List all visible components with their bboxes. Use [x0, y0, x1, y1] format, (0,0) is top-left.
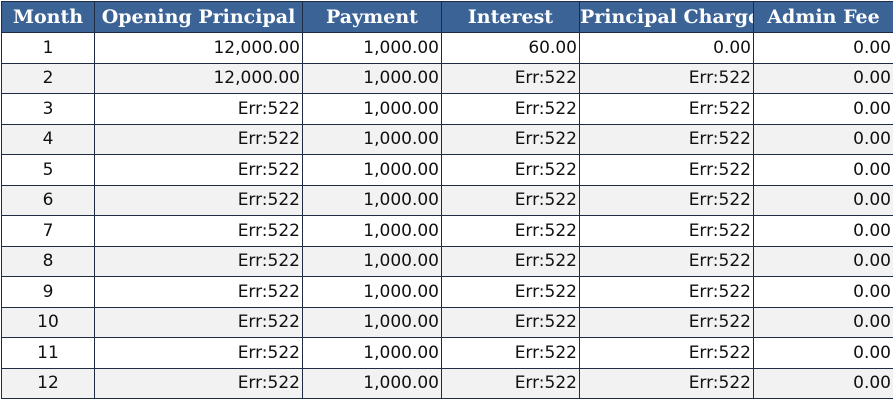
admin-fee-cell[interactable]: 0.00 — [754, 338, 893, 369]
payment-cell[interactable]: 1,000.00 — [303, 94, 442, 125]
payment-cell[interactable]: 1,000.00 — [303, 63, 442, 94]
payment-cell[interactable]: 1,000.00 — [303, 307, 442, 338]
principal-charge-cell[interactable]: Err:522 — [580, 63, 754, 94]
opening-principal-cell[interactable]: Err:522 — [95, 124, 303, 155]
month-cell[interactable]: 9 — [2, 277, 95, 308]
admin-fee-cell[interactable]: 0.00 — [754, 368, 893, 399]
opening-principal-cell[interactable]: 12,000.00 — [95, 33, 303, 64]
interest-cell[interactable]: Err:522 — [442, 307, 580, 338]
admin-fee-cell[interactable]: 0.00 — [754, 277, 893, 308]
month-cell[interactable]: 12 — [2, 368, 95, 399]
interest-cell[interactable]: Err:522 — [442, 338, 580, 369]
month-cell[interactable]: 1 — [2, 33, 95, 64]
principal-charge-cell[interactable]: Err:522 — [580, 277, 754, 308]
admin-fee-cell[interactable]: 0.00 — [754, 185, 893, 216]
header-payment[interactable]: Payment — [303, 2, 442, 33]
header-principal-charge[interactable]: Principal Charge — [580, 2, 754, 33]
opening-principal-cell[interactable]: Err:522 — [95, 155, 303, 186]
interest-cell[interactable]: Err:522 — [442, 63, 580, 94]
month-cell[interactable]: 6 — [2, 185, 95, 216]
opening-principal-cell[interactable]: Err:522 — [95, 277, 303, 308]
payment-cell[interactable]: 1,000.00 — [303, 216, 442, 247]
payment-cell[interactable]: 1,000.00 — [303, 155, 442, 186]
payment-cell[interactable]: 1,000.00 — [303, 368, 442, 399]
interest-cell[interactable]: Err:522 — [442, 155, 580, 186]
payment-cell[interactable]: 1,000.00 — [303, 246, 442, 277]
admin-fee-cell[interactable]: 0.00 — [754, 216, 893, 247]
principal-charge-cell[interactable]: Err:522 — [580, 185, 754, 216]
principal-charge-cell[interactable]: Err:522 — [580, 155, 754, 186]
opening-principal-cell[interactable]: 12,000.00 — [95, 63, 303, 94]
month-cell[interactable]: 10 — [2, 307, 95, 338]
admin-fee-cell[interactable]: 0.00 — [754, 307, 893, 338]
payment-cell[interactable]: 1,000.00 — [303, 277, 442, 308]
month-cell[interactable]: 7 — [2, 216, 95, 247]
admin-fee-cell[interactable]: 0.00 — [754, 124, 893, 155]
interest-cell[interactable]: Err:522 — [442, 216, 580, 247]
opening-principal-cell[interactable]: Err:522 — [95, 246, 303, 277]
opening-principal-cell[interactable]: Err:522 — [95, 368, 303, 399]
interest-cell[interactable]: Err:522 — [442, 185, 580, 216]
payment-cell[interactable]: 1,000.00 — [303, 124, 442, 155]
payment-cell[interactable]: 1,000.00 — [303, 185, 442, 216]
admin-fee-cell[interactable]: 0.00 — [754, 155, 893, 186]
month-cell[interactable]: 8 — [2, 246, 95, 277]
month-cell[interactable]: 5 — [2, 155, 95, 186]
admin-fee-cell[interactable]: 0.00 — [754, 63, 893, 94]
interest-cell[interactable]: Err:522 — [442, 277, 580, 308]
principal-charge-cell[interactable]: 0.00 — [580, 33, 754, 64]
header-opening-principal[interactable]: Opening Principal — [95, 2, 303, 33]
month-cell[interactable]: 11 — [2, 338, 95, 369]
opening-principal-cell[interactable]: Err:522 — [95, 338, 303, 369]
month-cell[interactable]: 4 — [2, 124, 95, 155]
header-interest[interactable]: Interest — [442, 2, 580, 33]
principal-charge-cell[interactable]: Err:522 — [580, 94, 754, 125]
header-admin-fee[interactable]: Admin Fee — [754, 2, 893, 33]
payment-cell[interactable]: 1,000.00 — [303, 33, 442, 64]
opening-principal-cell[interactable]: Err:522 — [95, 216, 303, 247]
interest-cell[interactable]: 60.00 — [442, 33, 580, 64]
admin-fee-cell[interactable]: 0.00 — [754, 33, 893, 64]
interest-cell[interactable]: Err:522 — [442, 368, 580, 399]
payment-cell[interactable]: 1,000.00 — [303, 338, 442, 369]
interest-cell[interactable]: Err:522 — [442, 124, 580, 155]
opening-principal-cell[interactable]: Err:522 — [95, 307, 303, 338]
admin-fee-cell[interactable]: 0.00 — [754, 246, 893, 277]
header-month[interactable]: Month — [2, 2, 95, 33]
principal-charge-cell[interactable]: Err:522 — [580, 124, 754, 155]
admin-fee-cell[interactable]: 0.00 — [754, 94, 893, 125]
opening-principal-cell[interactable]: Err:522 — [95, 185, 303, 216]
interest-cell[interactable]: Err:522 — [442, 94, 580, 125]
principal-charge-cell[interactable]: Err:522 — [580, 246, 754, 277]
principal-charge-cell[interactable]: Err:522 — [580, 338, 754, 369]
opening-principal-cell[interactable]: Err:522 — [95, 94, 303, 125]
month-cell[interactable]: 2 — [2, 63, 95, 94]
interest-cell[interactable]: Err:522 — [442, 246, 580, 277]
principal-charge-cell[interactable]: Err:522 — [580, 307, 754, 338]
principal-charge-cell[interactable]: Err:522 — [580, 216, 754, 247]
principal-charge-cell[interactable]: Err:522 — [580, 368, 754, 399]
header-row: Month Opening Principal Payment Interest… — [2, 2, 893, 33]
loan-schedule-table: Month Opening Principal Payment Interest… — [1, 1, 893, 399]
month-cell[interactable]: 3 — [2, 94, 95, 125]
